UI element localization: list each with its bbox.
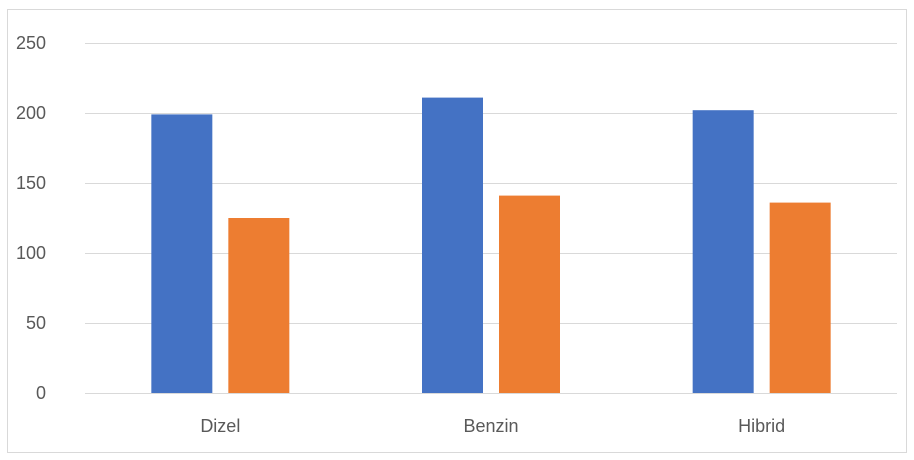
x-tick-label-benzin: Benzin bbox=[463, 416, 518, 436]
x-tick-label-dizel: Dizel bbox=[200, 416, 240, 436]
y-axis-tick-labels: 0 50 100 150 200 250 bbox=[16, 33, 46, 403]
bar-hibrid-series-2 bbox=[769, 202, 831, 393]
y-tick-label: 100 bbox=[16, 243, 46, 263]
bar-hibrid-series-1 bbox=[692, 110, 754, 393]
bar-dizel-series-2 bbox=[228, 218, 290, 393]
bar-benzin-series-1 bbox=[422, 97, 483, 393]
y-tick-label: 0 bbox=[36, 383, 46, 403]
x-tick-label-hibrid: Hibrid bbox=[738, 416, 785, 436]
x-axis-tick-labels: Dizel Benzin Hibrid bbox=[200, 416, 785, 436]
y-tick-label: 250 bbox=[16, 33, 46, 53]
bar-dizel-series-1 bbox=[151, 114, 213, 394]
y-tick-label: 200 bbox=[16, 103, 46, 123]
bars bbox=[151, 97, 831, 394]
y-tick-label: 50 bbox=[26, 313, 46, 333]
gridlines bbox=[85, 43, 897, 394]
y-tick-label: 150 bbox=[16, 173, 46, 193]
bar-benzin-series-2 bbox=[499, 195, 560, 393]
